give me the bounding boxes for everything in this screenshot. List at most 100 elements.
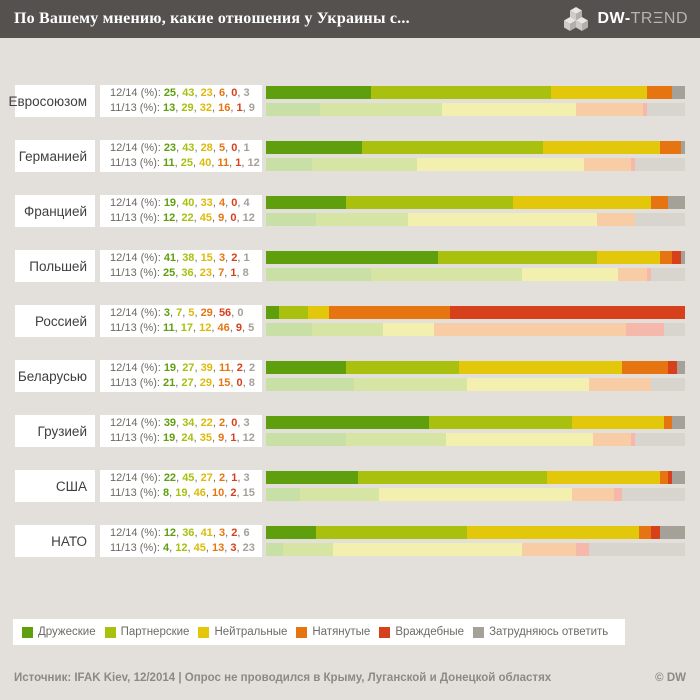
- bar-segment: [647, 268, 652, 281]
- values-box: 12/14 (%): 3, 7, 5, 29, 56, 0 11/13 (%): …: [100, 305, 262, 337]
- bar-segment: [634, 213, 685, 226]
- value-number: 13: [163, 102, 176, 114]
- bar-segment: [592, 433, 631, 446]
- legend-label: Партнерские: [120, 626, 190, 638]
- bar-segment: [358, 471, 547, 484]
- period-label: 11/13 (%):: [110, 542, 163, 554]
- bar-segment: [316, 526, 468, 539]
- value-number: 2: [231, 527, 238, 539]
- period-label: 12/14 (%):: [110, 142, 164, 154]
- value-number: 39: [200, 362, 213, 374]
- value-number: 3: [218, 527, 226, 539]
- legend-label: Затрудняюсь ответить: [489, 626, 609, 638]
- bar-segment: [651, 268, 685, 281]
- value-number: 4: [218, 197, 226, 209]
- stacked-bar-12-14: [266, 471, 685, 484]
- stacked-bar-11-13: [266, 268, 685, 281]
- bar-segment: [266, 526, 317, 539]
- values-line-12-14: 12/14 (%): 19, 27, 39, 11, 2, 2: [110, 362, 256, 374]
- country-label: Польшей: [15, 250, 95, 282]
- bar-segment: [312, 323, 384, 336]
- period-label: 12/14 (%):: [110, 362, 164, 374]
- bar-segment: [668, 196, 685, 209]
- value-number: 3: [218, 252, 226, 264]
- value-number: 3: [243, 417, 250, 429]
- value-number: 22: [163, 472, 177, 484]
- values-line-12-14: 12/14 (%): 3, 7, 5, 29, 56, 0: [110, 307, 244, 319]
- bar-segment: [584, 158, 631, 171]
- value-number: 0: [231, 417, 238, 429]
- bar-segment: [571, 488, 614, 501]
- bar-segment: [362, 141, 543, 154]
- legend-item: Нейтральные: [198, 626, 287, 638]
- values-line-11-13: 11/13 (%): 11, 17, 12, 46, 9, 5: [110, 322, 255, 334]
- country-block: Францией 12/14 (%): 19, 40, 33, 4, 0, 4 11…: [15, 195, 685, 227]
- value-number: 25: [163, 87, 177, 99]
- value-number: 16: [218, 102, 231, 114]
- bar-segment: [680, 251, 685, 264]
- stacked-bar-12-14: [266, 306, 685, 319]
- header: По Вашему мнению, какие отношения у Укра…: [0, 0, 700, 38]
- value-number: 40: [199, 157, 212, 169]
- value-number: 10: [212, 487, 225, 499]
- bar-segment: [458, 361, 623, 374]
- bar-segment: [441, 103, 577, 116]
- bar-segment: [672, 86, 685, 99]
- legend-swatch: [22, 626, 33, 638]
- bar-segment: [266, 416, 430, 429]
- bar-segment: [345, 433, 447, 446]
- bar-segment: [672, 471, 685, 484]
- values-line-12-14: 12/14 (%): 25, 43, 23, 6, 0, 3: [110, 87, 250, 99]
- values-line-12-14: 12/14 (%): 19, 40, 33, 4, 0, 4: [110, 197, 250, 209]
- bar-segment: [668, 471, 673, 484]
- bar-segment: [278, 306, 308, 319]
- bar-segment: [266, 141, 363, 154]
- legend-swatch: [379, 626, 391, 638]
- value-number: 23: [163, 142, 177, 154]
- country-block: Россией 12/14 (%): 3, 7, 5, 29, 56, 0 11/1…: [15, 305, 685, 337]
- value-number: 6: [218, 87, 226, 99]
- value-number: 1: [235, 157, 242, 169]
- bar-segment: [571, 416, 665, 429]
- stacked-bar-12-14: [266, 251, 685, 264]
- bar-segment: [622, 488, 685, 501]
- value-number: 27: [200, 472, 213, 484]
- value-number: 11: [163, 322, 175, 334]
- bar-segment: [576, 543, 589, 556]
- bar-segment: [521, 543, 577, 556]
- stacked-bar-12-14: [266, 196, 685, 209]
- bar-segment: [659, 471, 669, 484]
- value-number: 2: [248, 362, 256, 374]
- bar-segment: [433, 323, 627, 336]
- bar-segment: [408, 213, 597, 226]
- bar-segment: [588, 543, 685, 556]
- bar-segment: [266, 103, 321, 116]
- period-label: 12/14 (%):: [110, 527, 164, 539]
- bar-segment: [668, 361, 677, 374]
- value-number: 56: [218, 307, 232, 319]
- country-block: НАТО 12/14 (%): 12, 36, 41, 3, 2, 6 11/13 …: [15, 525, 685, 557]
- value-number: 9: [235, 322, 243, 334]
- bar-segment: [353, 378, 468, 391]
- period-label: 11/13 (%):: [110, 432, 163, 444]
- bar-segment: [647, 103, 685, 116]
- value-number: 2: [231, 252, 238, 264]
- legend-swatch: [296, 626, 308, 638]
- period-label: 12/14 (%):: [110, 197, 164, 209]
- value-number: 19: [163, 362, 177, 374]
- bar-segment: [266, 543, 283, 556]
- period-label: 11/13 (%):: [110, 267, 163, 279]
- value-number: 1: [230, 432, 237, 444]
- value-number: 19: [175, 487, 188, 499]
- value-number: 40: [182, 197, 195, 209]
- country-block: Беларусью 12/14 (%): 19, 27, 39, 11, 2, 2…: [15, 360, 685, 392]
- value-number: 0: [231, 87, 238, 99]
- value-number: 0: [236, 377, 243, 389]
- bar-segment: [664, 416, 673, 429]
- copyright: © DW: [655, 672, 686, 684]
- stacked-bar-11-13: [266, 433, 685, 446]
- legend-item: Дружеские: [22, 626, 96, 638]
- period-label: 12/14 (%):: [110, 417, 164, 429]
- stacked-bar-12-14: [266, 361, 685, 374]
- value-number: 36: [181, 267, 194, 279]
